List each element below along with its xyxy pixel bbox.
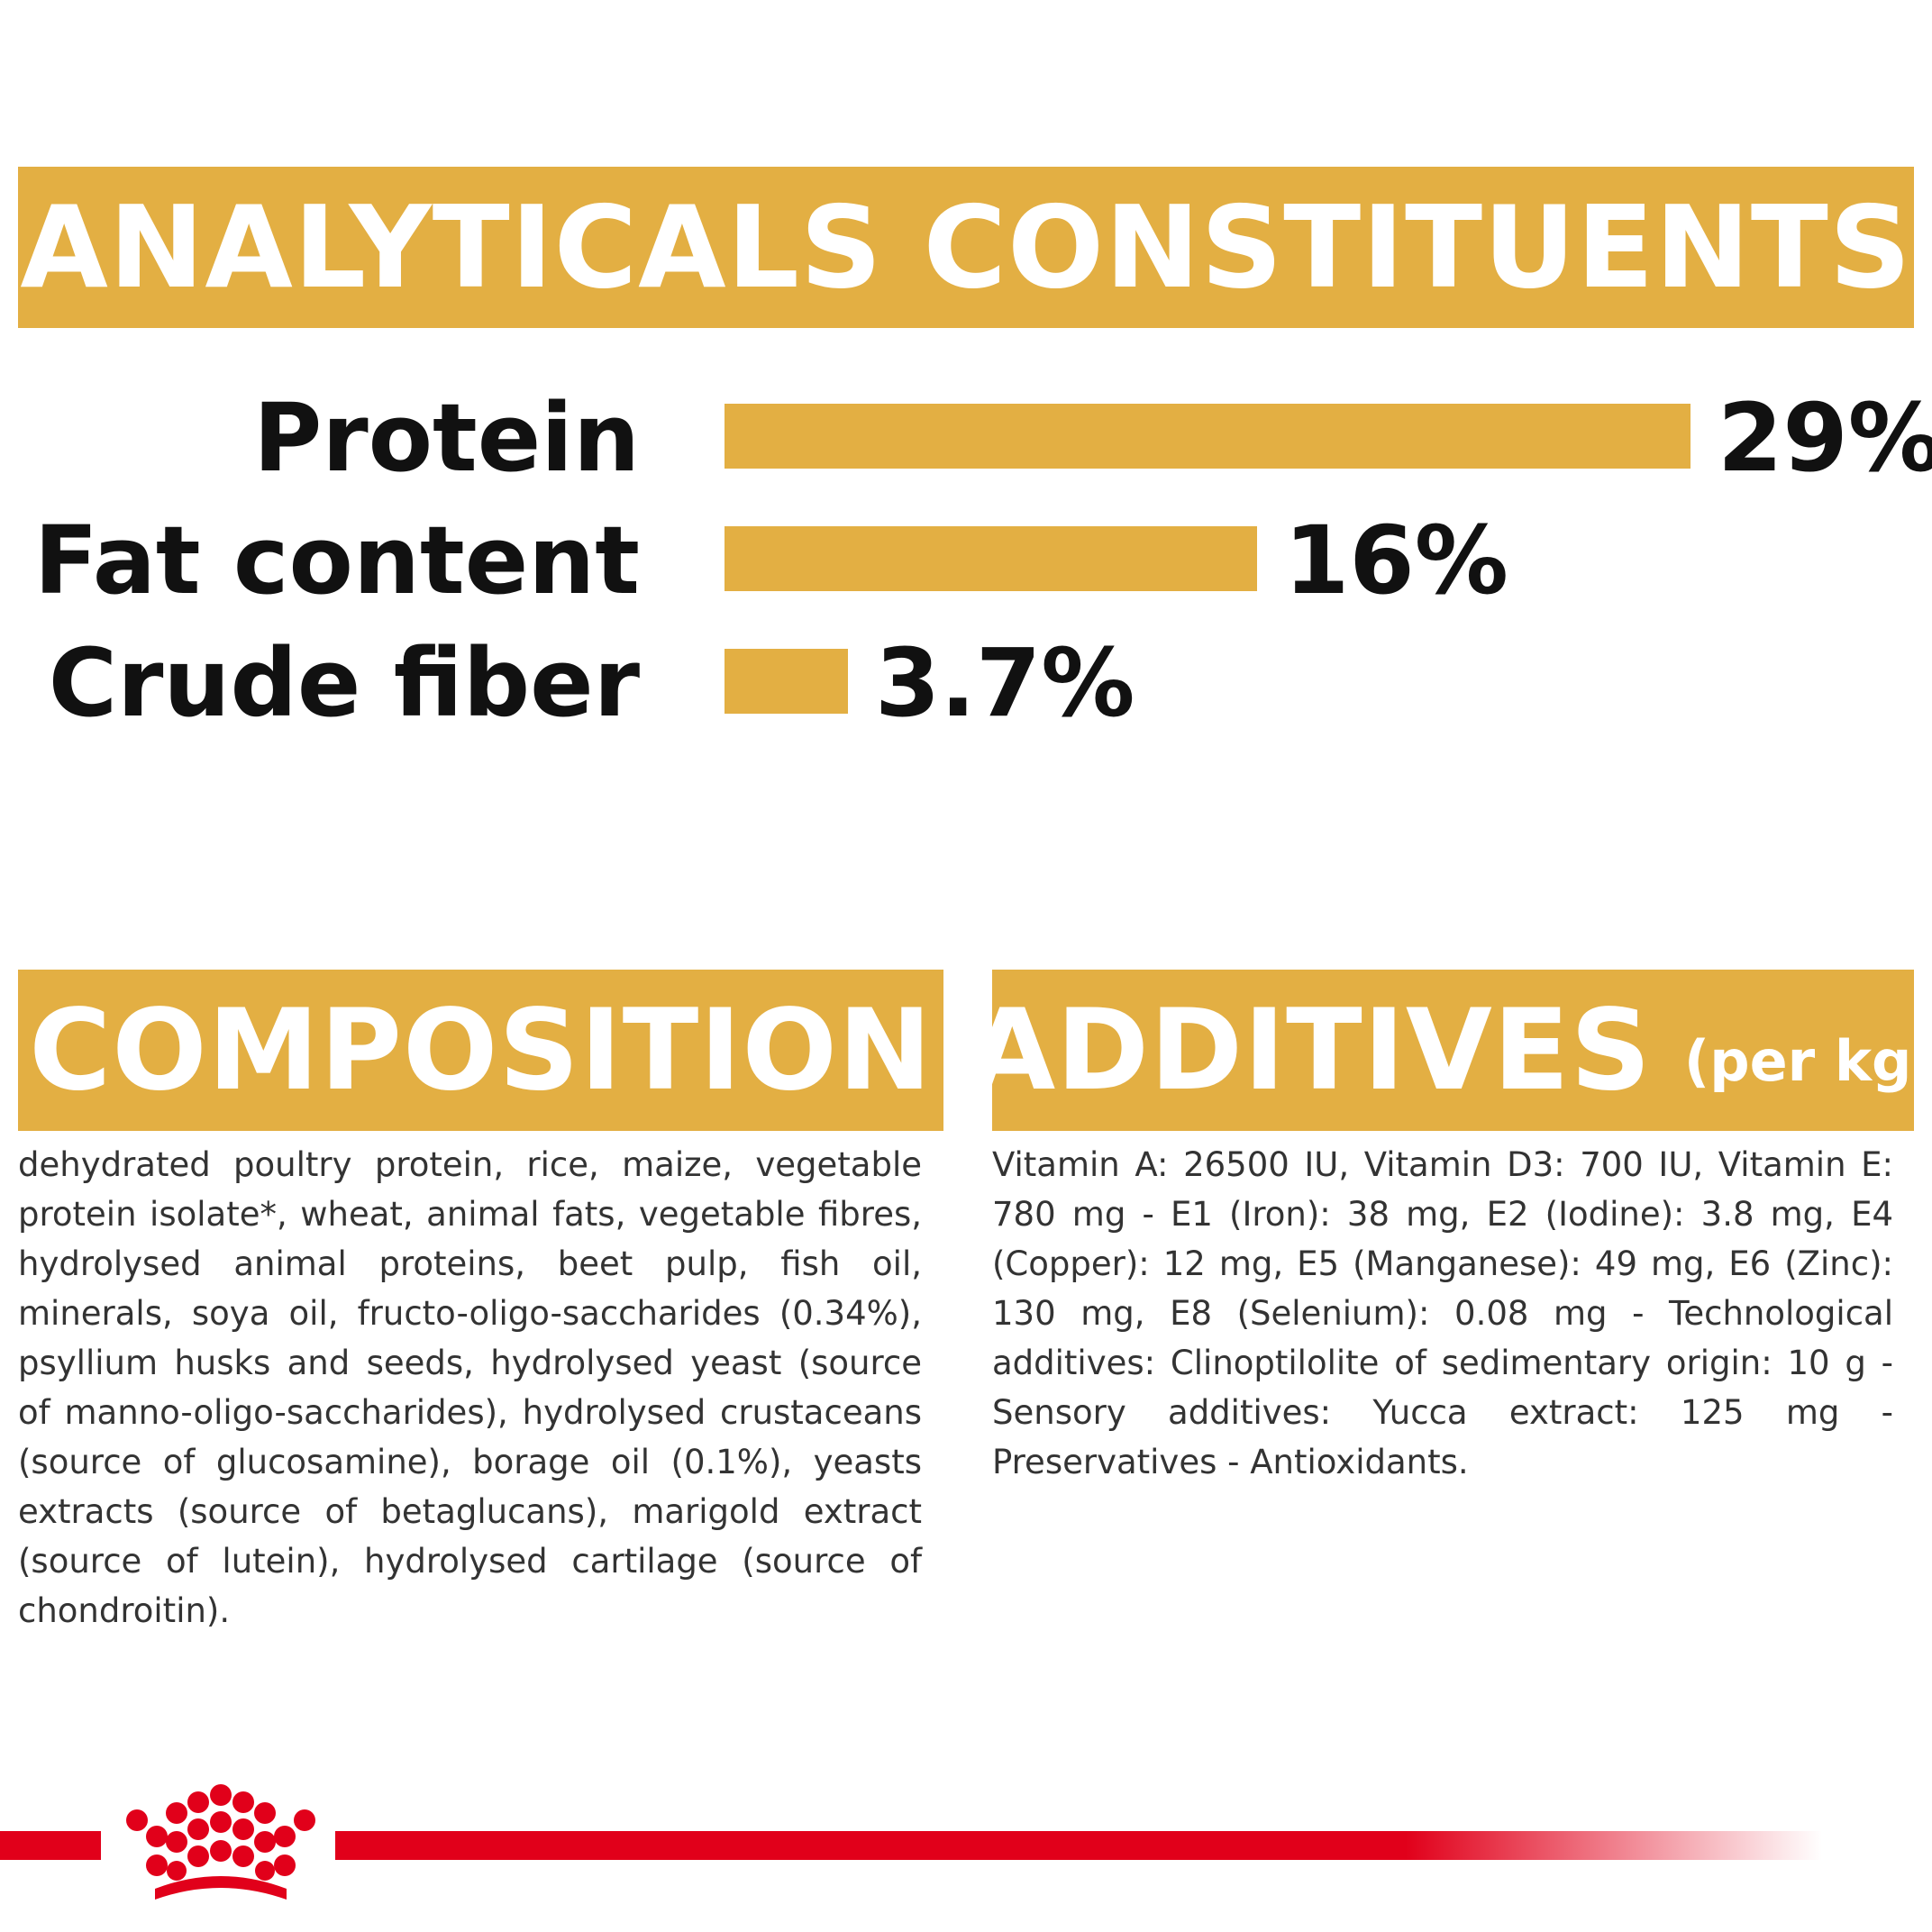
row-label: Protein — [253, 383, 640, 493]
composition-header: COMPOSITION — [18, 970, 943, 1131]
composition-header-label: COMPOSITION — [29, 985, 933, 1116]
additives-text: Vitamin A: 26500 IU, Vitamin D3: 700 IU,… — [992, 1145, 1893, 1481]
row-label: Fat content — [33, 506, 640, 615]
bar — [724, 526, 1257, 591]
composition-text: dehydrated poultry protein, rice, maize,… — [18, 1145, 922, 1630]
additives-header-label: ADDITIVES — [969, 985, 1652, 1116]
row-label: Crude fiber — [48, 628, 640, 738]
bar-value-label: 3.7% — [875, 628, 1135, 738]
footer-line-right — [335, 1831, 1822, 1860]
royal-canin-crown-icon — [126, 1784, 315, 1900]
bar — [724, 649, 848, 714]
bar-value-label: 16% — [1284, 506, 1508, 615]
additives-header-suffix: (per kg) — [1683, 1028, 1932, 1094]
additives-header: ADDITIVES (per kg) — [969, 970, 1932, 1131]
footer-line-left — [0, 1831, 101, 1860]
bar — [724, 404, 1690, 469]
bar-value-label: 29% — [1718, 383, 1932, 493]
analytics-header-label: ANALYTICALS CONSTITUENTS — [20, 181, 1912, 314]
analytics-header: ANALYTICALS CONSTITUENTS — [18, 167, 1914, 328]
